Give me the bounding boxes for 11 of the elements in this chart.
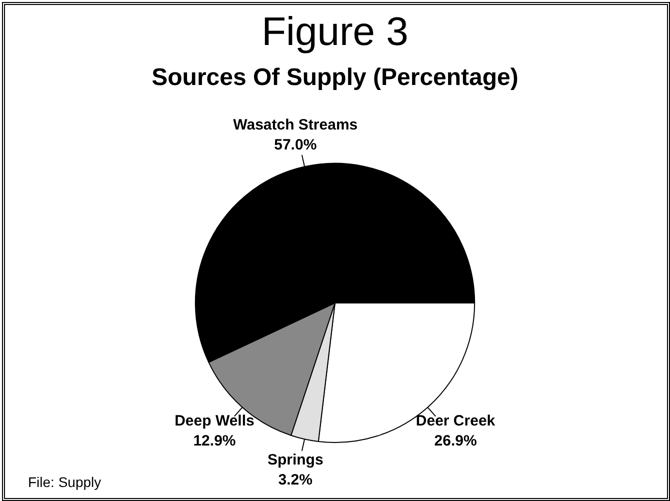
chart-subtitle: Sources Of Supply (Percentage): [152, 64, 518, 92]
slice-label: Wasatch Streams: [233, 116, 358, 134]
data-label: 26.9%: [434, 432, 477, 450]
data-label: 12.9%: [193, 432, 236, 450]
slice-label: Springs: [267, 452, 324, 469]
slice-label: Deer Creek: [416, 412, 496, 430]
text: File: Supply: [28, 474, 102, 490]
slice-label: Deep Wells: [174, 412, 254, 430]
chart-title: Figure 3: [262, 10, 408, 54]
data-label: 3.2%: [278, 472, 312, 489]
data-label: 57.0%: [274, 136, 317, 154]
